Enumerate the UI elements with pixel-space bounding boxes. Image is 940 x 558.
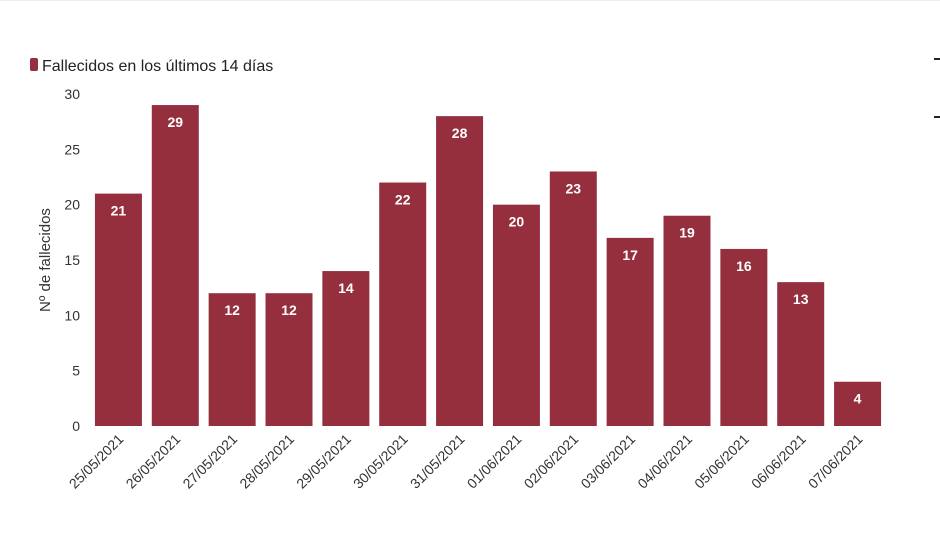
bars [94,105,882,427]
bar-value-label: 28 [452,125,468,141]
bar-value-label: 29 [167,114,183,130]
bar-value-label: 20 [509,214,525,230]
bar [151,105,199,427]
x-axis-ticks: 25/05/202126/05/202127/05/202128/05/2021… [66,431,866,492]
x-tick-label: 07/06/2021 [805,431,866,492]
y-axis-ticks: 0 5 10 15 20 25 30 [64,86,80,434]
edge-marks [934,58,940,118]
bar-value-labels: 21 29 12 12 14 22 28 20 23 17 19 16 13 4 [111,114,862,407]
bar [663,215,711,426]
bar [606,237,654,426]
x-tick-label: 27/05/2021 [179,431,240,492]
y-tick-label: 25 [64,141,80,157]
x-tick-label: 29/05/2021 [293,431,354,492]
x-tick-label: 01/06/2021 [464,431,525,492]
y-tick-label: 10 [64,307,80,323]
bar-value-label: 19 [679,225,695,241]
bar-value-label: 21 [111,203,127,219]
y-axis-label: Nº de fallecidos [37,208,54,312]
x-tick-label: 05/06/2021 [691,431,752,492]
bar-value-label: 14 [338,280,354,296]
x-tick-label: 28/05/2021 [236,431,297,492]
bar [777,282,825,426]
x-tick-label: 03/06/2021 [577,431,638,492]
bar-value-label: 17 [622,247,638,263]
edge-mark-bottom [934,116,940,118]
bar [379,182,427,426]
x-tick-label: 30/05/2021 [350,431,411,492]
bar [265,293,313,426]
x-tick-label: 26/05/2021 [123,431,184,492]
bar-value-label: 12 [224,302,240,318]
y-tick-label: 20 [64,197,80,213]
bar-value-label: 22 [395,192,411,208]
y-tick-label: 30 [64,86,80,102]
edge-mark-top [934,58,940,60]
bar [549,171,597,426]
bar-value-label: 4 [854,391,862,407]
bar [94,193,142,426]
x-tick-label: 25/05/2021 [66,431,127,492]
bar [720,248,768,426]
bar-value-label: 12 [281,302,297,318]
top-divider [0,0,940,1]
bar [834,381,882,426]
legend-label: Fallecidos en los últimos 14 días [42,58,273,75]
y-tick-label: 15 [64,252,80,268]
bar [492,204,540,426]
y-tick-label: 5 [72,363,80,379]
x-tick-label: 31/05/2021 [407,431,468,492]
x-tick-label: 04/06/2021 [634,431,695,492]
bar-value-label: 23 [565,180,581,196]
bar [322,271,370,426]
x-tick-label: 02/06/2021 [521,431,582,492]
x-tick-label: 06/06/2021 [748,431,809,492]
bar [436,116,484,426]
y-tick-label: 0 [72,418,80,434]
bar-value-label: 16 [736,258,752,274]
legend-swatch [30,58,38,71]
bar-value-label: 13 [793,291,809,307]
legend: Fallecidos en los últimos 14 días [30,58,273,75]
bar [208,293,256,426]
